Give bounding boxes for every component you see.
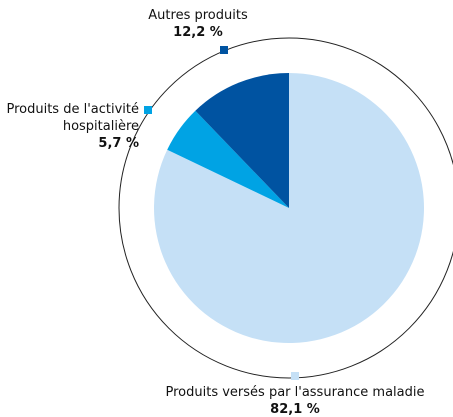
legend-marker — [220, 46, 228, 54]
pie-slice — [167, 110, 289, 208]
legend-marker — [144, 106, 152, 114]
value-label: 82,1 % — [270, 402, 320, 417]
value-label: 5,7 % — [98, 136, 139, 151]
pie-slice — [195, 73, 289, 208]
slice-label: Produits versés par l'assurance maladie 8… — [130, 384, 453, 417]
category-label: Produits versés par l'assurance maladie — [165, 385, 425, 400]
outer-ring — [118, 37, 453, 379]
slice-label: Autres produits 12,2 % — [128, 7, 268, 41]
value-label: 12,2 % — [173, 25, 223, 40]
legend-marker — [291, 372, 299, 380]
slice-label: Produits de l'activité hospitalière 5,7 % — [0, 101, 139, 152]
category-label: Autres produits — [148, 8, 248, 23]
category-label: Produits de l'activité hospitalière — [6, 102, 139, 134]
